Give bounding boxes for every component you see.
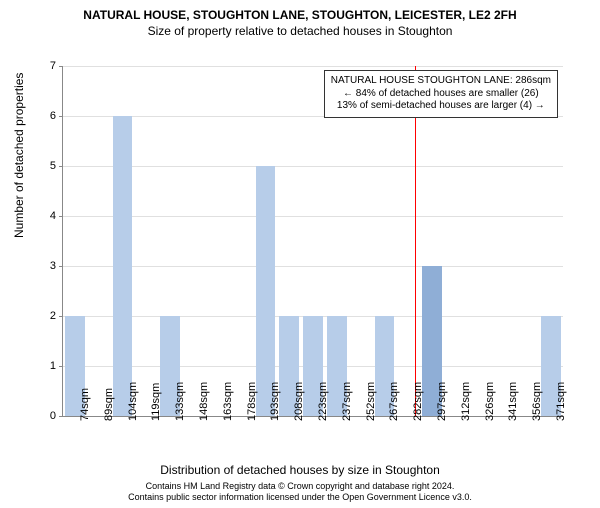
xtick-label: 193sqm xyxy=(269,382,281,421)
callout-line: 13% of semi-detached houses are larger (… xyxy=(331,100,551,113)
footer-line-2: Contains public sector information licen… xyxy=(0,492,600,503)
reference-line xyxy=(415,66,416,416)
ytick-label: 3 xyxy=(36,260,56,272)
xtick-label: 104sqm xyxy=(127,382,139,421)
gridline xyxy=(63,66,563,67)
ytick-mark xyxy=(59,166,63,167)
ytick-label: 4 xyxy=(36,210,56,222)
ytick-mark xyxy=(59,116,63,117)
y-axis-label: Number of detached properties xyxy=(12,73,26,238)
footer-line-1: Contains HM Land Registry data © Crown c… xyxy=(0,481,600,492)
ytick-label: 1 xyxy=(36,360,56,372)
xtick-label: 312sqm xyxy=(460,382,472,421)
xtick-label: 163sqm xyxy=(222,382,234,421)
xtick-label: 341sqm xyxy=(507,382,519,421)
callout-line: NATURAL HOUSE STOUGHTON LANE: 286sqm xyxy=(331,75,551,88)
xtick-label: 237sqm xyxy=(341,382,353,421)
ytick-label: 7 xyxy=(36,60,56,72)
callout-line: ← 84% of detached houses are smaller (26… xyxy=(331,88,551,101)
xtick-label: 119sqm xyxy=(150,383,162,421)
ytick-label: 6 xyxy=(36,110,56,122)
xtick-label: 371sqm xyxy=(555,382,567,421)
bar xyxy=(256,166,276,416)
xtick-label: 133sqm xyxy=(174,382,186,421)
xtick-label: 74sqm xyxy=(79,388,91,421)
ytick-label: 0 xyxy=(36,410,56,422)
xtick-label: 282sqm xyxy=(412,382,424,421)
ytick-mark xyxy=(59,66,63,67)
gridline xyxy=(63,216,563,217)
xtick-label: 252sqm xyxy=(365,382,377,421)
chart-title: NATURAL HOUSE, STOUGHTON LANE, STOUGHTON… xyxy=(0,8,600,22)
xtick-label: 267sqm xyxy=(388,382,400,421)
xtick-label: 326sqm xyxy=(484,382,496,421)
footer-text: Contains HM Land Registry data © Crown c… xyxy=(0,481,600,503)
bar xyxy=(113,116,133,416)
chart-subtitle: Size of property relative to detached ho… xyxy=(0,24,600,38)
callout-box: NATURAL HOUSE STOUGHTON LANE: 286sqm← 84… xyxy=(324,70,558,118)
xtick-label: 178sqm xyxy=(246,382,258,421)
xtick-label: 89sqm xyxy=(103,388,115,421)
chart-area: NATURAL HOUSE STOUGHTON LANE: 286sqm← 84… xyxy=(62,66,562,416)
xtick-label: 148sqm xyxy=(198,382,210,421)
ytick-label: 2 xyxy=(36,310,56,322)
x-axis-label: Distribution of detached houses by size … xyxy=(0,463,600,477)
xtick-label: 297sqm xyxy=(436,382,448,421)
ytick-mark xyxy=(59,416,63,417)
gridline xyxy=(63,266,563,267)
ytick-mark xyxy=(59,366,63,367)
xtick-label: 208sqm xyxy=(293,382,305,421)
gridline xyxy=(63,166,563,167)
ytick-mark xyxy=(59,316,63,317)
xtick-label: 356sqm xyxy=(531,382,543,421)
ytick-mark xyxy=(59,266,63,267)
ytick-mark xyxy=(59,216,63,217)
plot-area xyxy=(62,66,563,417)
xtick-label: 223sqm xyxy=(317,382,329,421)
ytick-label: 5 xyxy=(36,160,56,172)
